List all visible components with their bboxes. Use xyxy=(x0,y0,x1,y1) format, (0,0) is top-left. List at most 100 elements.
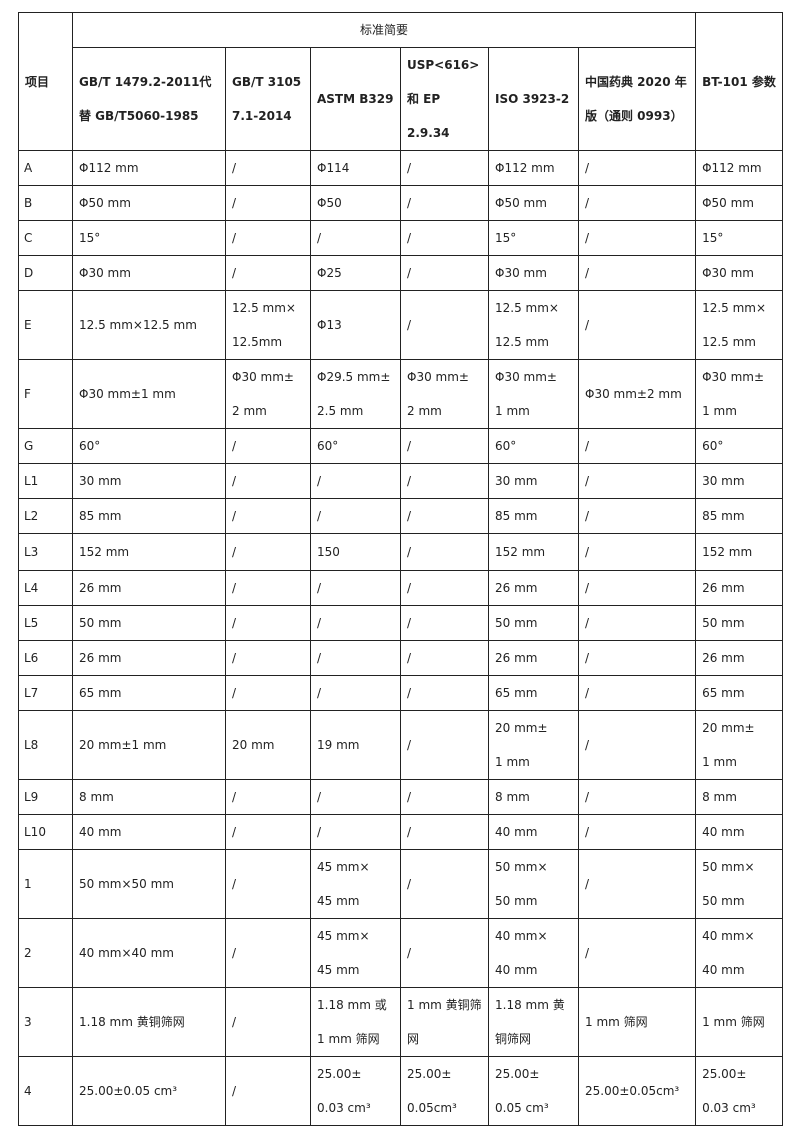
table-cell: 26 mm xyxy=(72,640,226,676)
table-cell: / xyxy=(310,640,401,676)
table-cell: 50 mm xyxy=(488,605,579,641)
table-cell: 15° xyxy=(72,220,226,256)
table-cell: Φ29.5 mm± 2.5 mm xyxy=(310,359,401,429)
row-item-label: B xyxy=(18,185,73,221)
table-cell: / xyxy=(577,570,697,606)
table-cell: 152 mm xyxy=(695,533,784,571)
table-cell: Φ25 xyxy=(310,255,401,291)
row-item-label: 4 xyxy=(18,1056,73,1126)
table-cell: / xyxy=(400,428,489,464)
column-header: 中国药典 2020 年 版（通则 0993） xyxy=(577,47,697,151)
table-cell: / xyxy=(225,498,311,534)
table-cell: Φ13 xyxy=(310,290,401,360)
row-item-label: L5 xyxy=(18,605,73,641)
table-cell: / xyxy=(225,675,311,711)
row-item-label: 1 xyxy=(18,849,73,919)
table-cell: 60° xyxy=(488,428,579,464)
table-row: A Φ112 mm / Φ114/Φ112 mm / Φ112 mm xyxy=(18,150,784,186)
row-item-label: D xyxy=(18,255,73,291)
table-cell: 12.5 mm× 12.5 mm xyxy=(488,290,579,360)
table-cell: 60° xyxy=(695,428,784,464)
table-cell: / xyxy=(400,918,489,988)
table-cell: / xyxy=(225,533,311,571)
table-row: L1 30 mm / //30 mm/30 mm xyxy=(18,463,784,499)
table-cell: / xyxy=(310,779,401,815)
table-row: 3 1.18 mm 黄铜筛网/1.18 mm 或 1 mm 筛网 1 mm 黄铜筛 … xyxy=(18,987,784,1057)
table-cell: Φ30 mm± 1 mm xyxy=(488,359,579,429)
table-cell: 50 mm xyxy=(695,605,784,641)
table-cell: / xyxy=(400,710,489,780)
table-cell: 12.5 mm× 12.5mm xyxy=(225,290,311,360)
table-cell: 25.00± 0.03 cm³ xyxy=(310,1056,401,1126)
table-row: L3 152 mm/150/152 mm/152 mm xyxy=(18,533,784,571)
table-cell: / xyxy=(577,779,697,815)
row-item-label: C xyxy=(18,220,73,256)
table-cell: 1 mm 筛网 xyxy=(695,987,784,1057)
table-cell: 15° xyxy=(695,220,784,256)
table-cell: 25.00± 0.03 cm³ xyxy=(695,1056,784,1126)
table-cell: 152 mm xyxy=(72,533,226,571)
table-cell: 12.5 mm× 12.5 mm xyxy=(695,290,784,360)
table-cell: / xyxy=(577,533,697,571)
table-cell: / xyxy=(400,605,489,641)
table-row: 4 25.00±0.05 cm³/25.00± 0.03 cm³ 25.00± 0.… xyxy=(18,1056,784,1126)
table-cell: 25.00±0.05cm³ xyxy=(577,1056,697,1126)
table-cell: Φ114 xyxy=(310,150,401,186)
table-cell: 50 mm× 50 mm xyxy=(488,849,579,919)
table-row: L7 65 mm / //65 mm/65 mm xyxy=(18,675,784,711)
table-cell: / xyxy=(400,570,489,606)
table-cell: Φ50 mm xyxy=(488,185,579,221)
table-cell: 20 mm± 1 mm xyxy=(695,710,784,780)
table-cell: / xyxy=(577,185,697,221)
table-cell: Φ30 mm xyxy=(695,255,784,291)
table-cell: 40 mm× 40 mm xyxy=(488,918,579,988)
table-cell: / xyxy=(577,255,697,291)
table-row: 1 50 mm×50 mm/45 mm× 45 mm/50 mm× 50 mm/5… xyxy=(18,849,784,919)
table-cell: 45 mm× 45 mm xyxy=(310,918,401,988)
table-cell: 20 mm± 1 mm xyxy=(488,710,579,780)
table-cell: 25.00± 0.05cm³ xyxy=(400,1056,489,1126)
table-row: D Φ30 mm / Φ25/Φ30 mm / Φ30 mm xyxy=(18,255,784,291)
row-item-label: F xyxy=(18,359,73,429)
table-cell: Φ112 mm xyxy=(488,150,579,186)
table-cell: / xyxy=(400,498,489,534)
table-cell: 85 mm xyxy=(488,498,579,534)
table-cell: 12.5 mm×12.5 mm xyxy=(72,290,226,360)
table-cell: / xyxy=(225,918,311,988)
table-cell: 26 mm xyxy=(695,640,784,676)
table-cell: / xyxy=(225,255,311,291)
table-cell: 26 mm xyxy=(695,570,784,606)
table-cell: / xyxy=(400,463,489,499)
table-cell: / xyxy=(577,814,697,850)
table-cell: 1 mm 黄铜筛 网 xyxy=(400,987,489,1057)
table-cell: 45 mm× 45 mm xyxy=(310,849,401,919)
table-cell: 15° xyxy=(488,220,579,256)
table-cell: 85 mm xyxy=(72,498,226,534)
column-header: GB/T 1479.2-2011代 替 GB/T5060-1985 xyxy=(72,47,226,151)
row-item-label: 2 xyxy=(18,918,73,988)
table-cell: / xyxy=(577,640,697,676)
row-item-label: E xyxy=(18,290,73,360)
table-cell: / xyxy=(400,220,489,256)
table-cell: 40 mm xyxy=(488,814,579,850)
standards-group-header: 标准简要 xyxy=(71,12,697,48)
table-cell: / xyxy=(400,533,489,571)
table-cell: 60° xyxy=(310,428,401,464)
table-cell: / xyxy=(225,987,311,1057)
table-cell: / xyxy=(225,428,311,464)
table-row: B Φ50 mm / Φ50/Φ50 mm / Φ50 mm xyxy=(18,185,784,221)
table-cell: / xyxy=(400,255,489,291)
table-cell: Φ30 mm xyxy=(72,255,226,291)
table-cell: 50 mm×50 mm xyxy=(72,849,226,919)
table-cell: / xyxy=(577,220,697,256)
table-cell: / xyxy=(400,640,489,676)
table-cell: / xyxy=(225,1056,311,1126)
standards-comparison-table: 项目 标准简要 BT-101 参数 GB/T 1479.2-2011代 替 GB… xyxy=(18,12,784,1126)
table-cell: / xyxy=(577,498,697,534)
table-cell: / xyxy=(225,779,311,815)
table-cell: 40 mm xyxy=(72,814,226,850)
table-cell: 1.18 mm 黄 铜筛网 xyxy=(488,987,579,1057)
table-cell: / xyxy=(577,918,697,988)
table-cell: / xyxy=(400,675,489,711)
row-item-label: G xyxy=(18,428,73,464)
